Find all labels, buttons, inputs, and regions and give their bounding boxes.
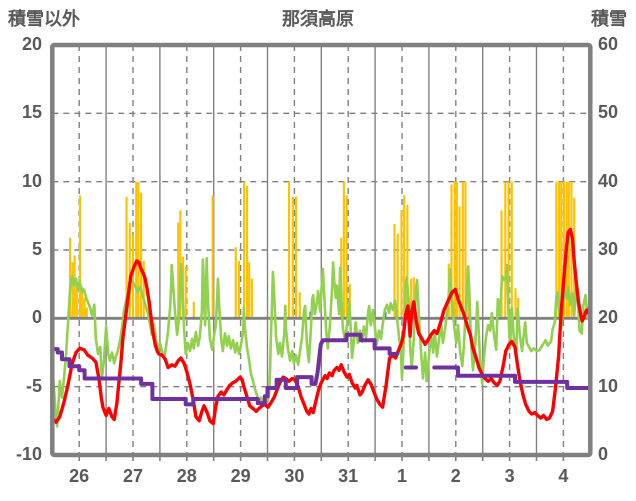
- x-axis-day-label: 1: [396, 466, 407, 486]
- x-axis-day-label: 29: [230, 466, 251, 486]
- y-axis-left-tick-label: 5: [31, 239, 42, 259]
- x-axis-day-label: 4: [558, 466, 569, 486]
- y-axis-right-tick-label: 20: [598, 307, 619, 328]
- x-axis-day-label: 3: [504, 466, 515, 486]
- y-axis-right-tick-label: 30: [598, 239, 619, 259]
- y-axis-right-tick-label: 40: [598, 170, 619, 191]
- x-axis-day-label: 30: [284, 466, 305, 486]
- x-axis-day-label: 31: [338, 466, 359, 486]
- y-axis-left-tick-label: 10: [21, 170, 42, 191]
- y-axis-right-tick-label: 0: [598, 444, 609, 464]
- y-axis-right-tick-label: 10: [598, 375, 619, 396]
- right-axis-title: 積雪: [591, 9, 627, 29]
- y-axis-left-tick-label: 0: [31, 307, 42, 328]
- y-axis-left-tick-label: -5: [25, 375, 42, 396]
- y-axis-left-tick-label: 15: [21, 102, 42, 123]
- y-axis-left-tick-label: -10: [15, 444, 42, 464]
- y-axis-right-tick-label: 50: [598, 102, 619, 123]
- chart-title: 那須高原: [282, 9, 354, 29]
- y-axis-right-tick-label: 60: [598, 34, 619, 54]
- x-axis-day-label: 27: [122, 466, 144, 486]
- x-axis-day-label: 26: [69, 466, 90, 486]
- x-axis-day-label: 2: [450, 466, 461, 486]
- y-axis-left-tick-label: 20: [21, 34, 42, 54]
- left-axis-title: 積雪以外: [8, 9, 80, 29]
- x-axis-day-label: 28: [176, 466, 197, 486]
